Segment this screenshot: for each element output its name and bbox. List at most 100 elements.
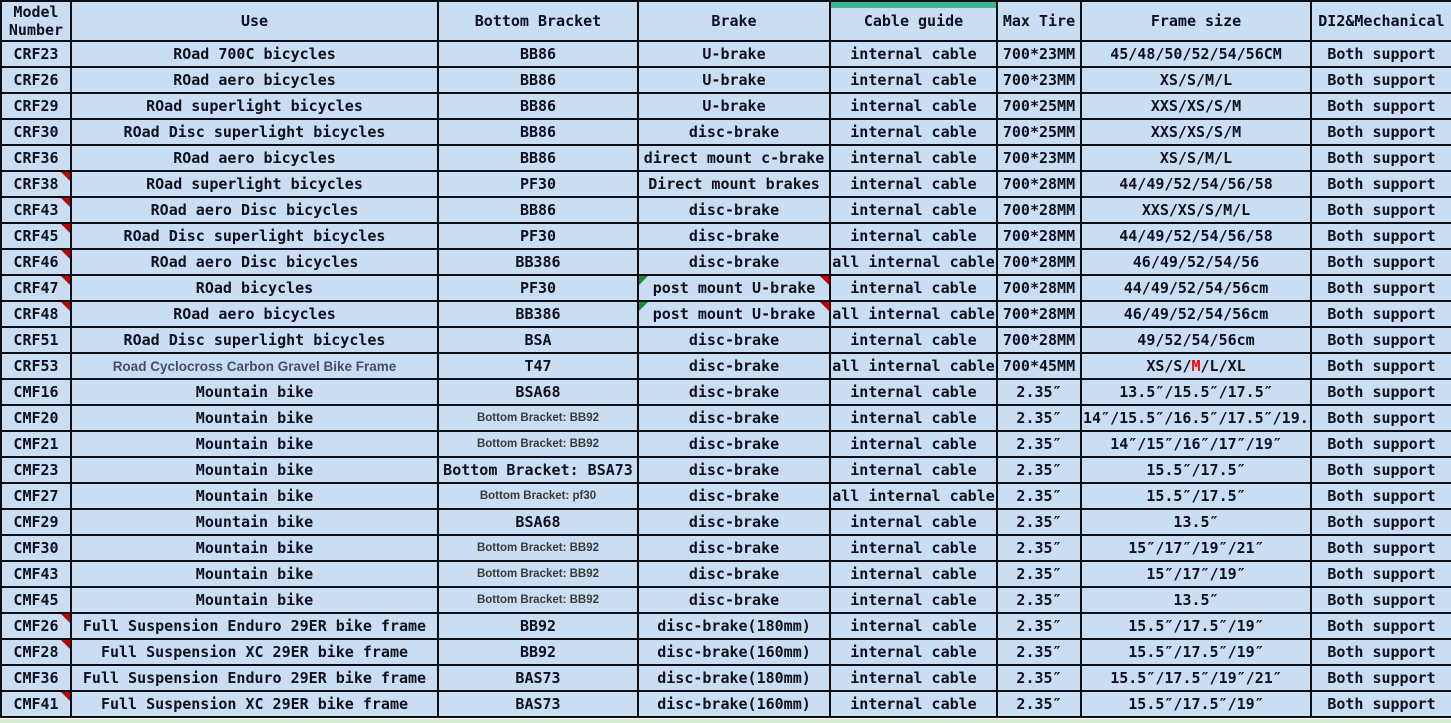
cell-use[interactable]: Mountain bike [70,482,439,510]
cell-use[interactable]: ROad bicycles [70,274,439,302]
cell-use[interactable]: ROad Disc superlight bicycles [70,326,439,354]
cell-di2[interactable]: Both support [1310,378,1451,406]
cell-max_tire[interactable]: 2.35″ [996,404,1082,432]
cell-di2[interactable]: Both support [1310,664,1451,692]
cell-brake[interactable]: disc-brake [637,196,831,224]
cell-max_tire[interactable]: 700*28MM [996,196,1082,224]
cell-frame_size[interactable]: 44/49/52/54/56/58 [1080,222,1312,250]
cell-brake[interactable]: disc-brake [637,222,831,250]
cell-frame_size[interactable]: XS/S/M/L/XL [1080,352,1312,380]
cell-cable_guide[interactable]: internal cable [829,40,998,68]
cell-bottom_bracket[interactable]: BSA68 [437,508,639,536]
cell-cable_guide[interactable]: internal cable [829,508,998,536]
cell-max_tire[interactable]: 2.35″ [996,430,1082,458]
column-header-use[interactable]: Use [70,0,439,42]
cell-frame_size[interactable]: 49/52/54/56cm [1080,326,1312,354]
cell-max_tire[interactable]: 700*28MM [996,326,1082,354]
cell-brake[interactable]: disc-brake(180mm) [637,612,831,640]
cell-di2[interactable]: Both support [1310,638,1451,666]
cell-max_tire[interactable]: 700*28MM [996,170,1082,198]
cell-brake[interactable]: disc-brake [637,586,831,614]
cell-bottom_bracket[interactable]: BAS73 [437,664,639,692]
cell-brake[interactable]: post mount U-brake [637,274,831,302]
cell-frame_size[interactable]: 46/49/52/54/56 [1080,248,1312,276]
cell-brake[interactable]: disc-brake [637,326,831,354]
cell-model[interactable]: CMF45 [0,586,72,614]
cell-frame_size[interactable]: XXS/XS/S/M [1080,92,1312,120]
cell-cable_guide[interactable]: internal cable [829,274,998,302]
cell-model[interactable]: CMF23 [0,456,72,484]
cell-di2[interactable]: Both support [1310,196,1451,224]
cell-model[interactable]: CMF30 [0,534,72,562]
cell-di2[interactable]: Both support [1310,534,1451,562]
cell-cable_guide[interactable]: all internal cable [829,352,998,380]
cell-frame_size[interactable]: 14″/15″/16″/17″/19″ [1080,430,1312,458]
cell-use[interactable]: ROad aero bicycles [70,66,439,94]
cell-bottom_bracket[interactable]: Bottom Bracket: BB92 [437,560,639,588]
cell-max_tire[interactable]: 2.35″ [996,508,1082,536]
cell-di2[interactable]: Both support [1310,248,1451,276]
cell-bottom_bracket[interactable]: BSA68 [437,378,639,406]
cell-di2[interactable]: Both support [1310,508,1451,536]
cell-cable_guide[interactable]: internal cable [829,378,998,406]
cell-di2[interactable]: Both support [1310,456,1451,484]
cell-max_tire[interactable]: 700*25MM [996,118,1082,146]
column-header-frame_size[interactable]: Frame size [1080,0,1312,42]
cell-cable_guide[interactable]: internal cable [829,326,998,354]
cell-frame_size[interactable]: 13.5″ [1080,508,1312,536]
cell-frame_size[interactable]: 13.5″ [1080,586,1312,614]
cell-bottom_bracket[interactable]: BB386 [437,300,639,328]
cell-di2[interactable]: Both support [1310,144,1451,172]
cell-bottom_bracket[interactable]: BAS73 [437,690,639,718]
cell-bottom_bracket[interactable]: Bottom Bracket: pf30 [437,482,639,510]
cell-frame_size[interactable]: XXS/XS/S/M/L [1080,196,1312,224]
cell-brake[interactable]: disc-brake(160mm) [637,690,831,718]
cell-bottom_bracket[interactable]: BB92 [437,638,639,666]
cell-max_tire[interactable]: 700*28MM [996,222,1082,250]
cell-use[interactable]: Mountain bike [70,586,439,614]
cell-use[interactable]: Road Cyclocross Carbon Gravel Bike Frame [70,352,439,380]
cell-di2[interactable]: Both support [1310,66,1451,94]
cell-bottom_bracket[interactable]: BB86 [437,40,639,68]
cell-use[interactable]: Full Suspension Enduro 29ER bike frame [70,664,439,692]
cell-bottom_bracket[interactable]: PF30 [437,170,639,198]
cell-model[interactable]: CMF28 [0,638,72,666]
cell-use[interactable]: ROad Disc superlight bicycles [70,222,439,250]
cell-di2[interactable]: Both support [1310,352,1451,380]
cell-max_tire[interactable]: 700*28MM [996,274,1082,302]
cell-frame_size[interactable]: 44/49/52/54/56cm [1080,274,1312,302]
cell-bottom_bracket[interactable]: BB386 [437,248,639,276]
cell-model[interactable]: CMF21 [0,430,72,458]
cell-cable_guide[interactable]: internal cable [829,222,998,250]
cell-bottom_bracket[interactable]: T47 [437,352,639,380]
cell-cable_guide[interactable]: internal cable [829,430,998,458]
cell-use[interactable]: Mountain bike [70,430,439,458]
cell-cable_guide[interactable]: internal cable [829,196,998,224]
cell-frame_size[interactable]: 14″/15.5″/16.5″/17.5″/19.5″ [1080,404,1312,432]
cell-di2[interactable]: Both support [1310,612,1451,640]
cell-max_tire[interactable]: 700*28MM [996,248,1082,276]
cell-bottom_bracket[interactable]: Bottom Bracket: BB92 [437,430,639,458]
cell-model[interactable]: CRF45 [0,222,72,250]
cell-max_tire[interactable]: 700*45MM [996,352,1082,380]
cell-frame_size[interactable]: 46/49/52/54/56cm [1080,300,1312,328]
cell-frame_size[interactable]: 15.5″/17.5″ [1080,482,1312,510]
cell-cable_guide[interactable]: all internal cable [829,248,998,276]
cell-frame_size[interactable]: 45/48/50/52/54/56CM [1080,40,1312,68]
cell-model[interactable]: CRF29 [0,92,72,120]
cell-cable_guide[interactable]: internal cable [829,664,998,692]
cell-di2[interactable]: Both support [1310,92,1451,120]
column-header-max_tire[interactable]: Max Tire [996,0,1082,42]
cell-di2[interactable]: Both support [1310,118,1451,146]
cell-cable_guide[interactable]: internal cable [829,144,998,172]
cell-max_tire[interactable]: 2.35″ [996,586,1082,614]
cell-cable_guide[interactable]: internal cable [829,586,998,614]
cell-model[interactable]: CRF48 [0,300,72,328]
cell-brake[interactable]: post mount U-brake [637,300,831,328]
cell-di2[interactable]: Both support [1310,170,1451,198]
cell-brake[interactable]: disc-brake [637,482,831,510]
cell-bottom_bracket[interactable]: Bottom Bracket: BB92 [437,586,639,614]
cell-brake[interactable]: U-brake [637,40,831,68]
cell-brake[interactable]: disc-brake [637,456,831,484]
cell-frame_size[interactable]: 15″/17″/19″/21″ [1080,534,1312,562]
